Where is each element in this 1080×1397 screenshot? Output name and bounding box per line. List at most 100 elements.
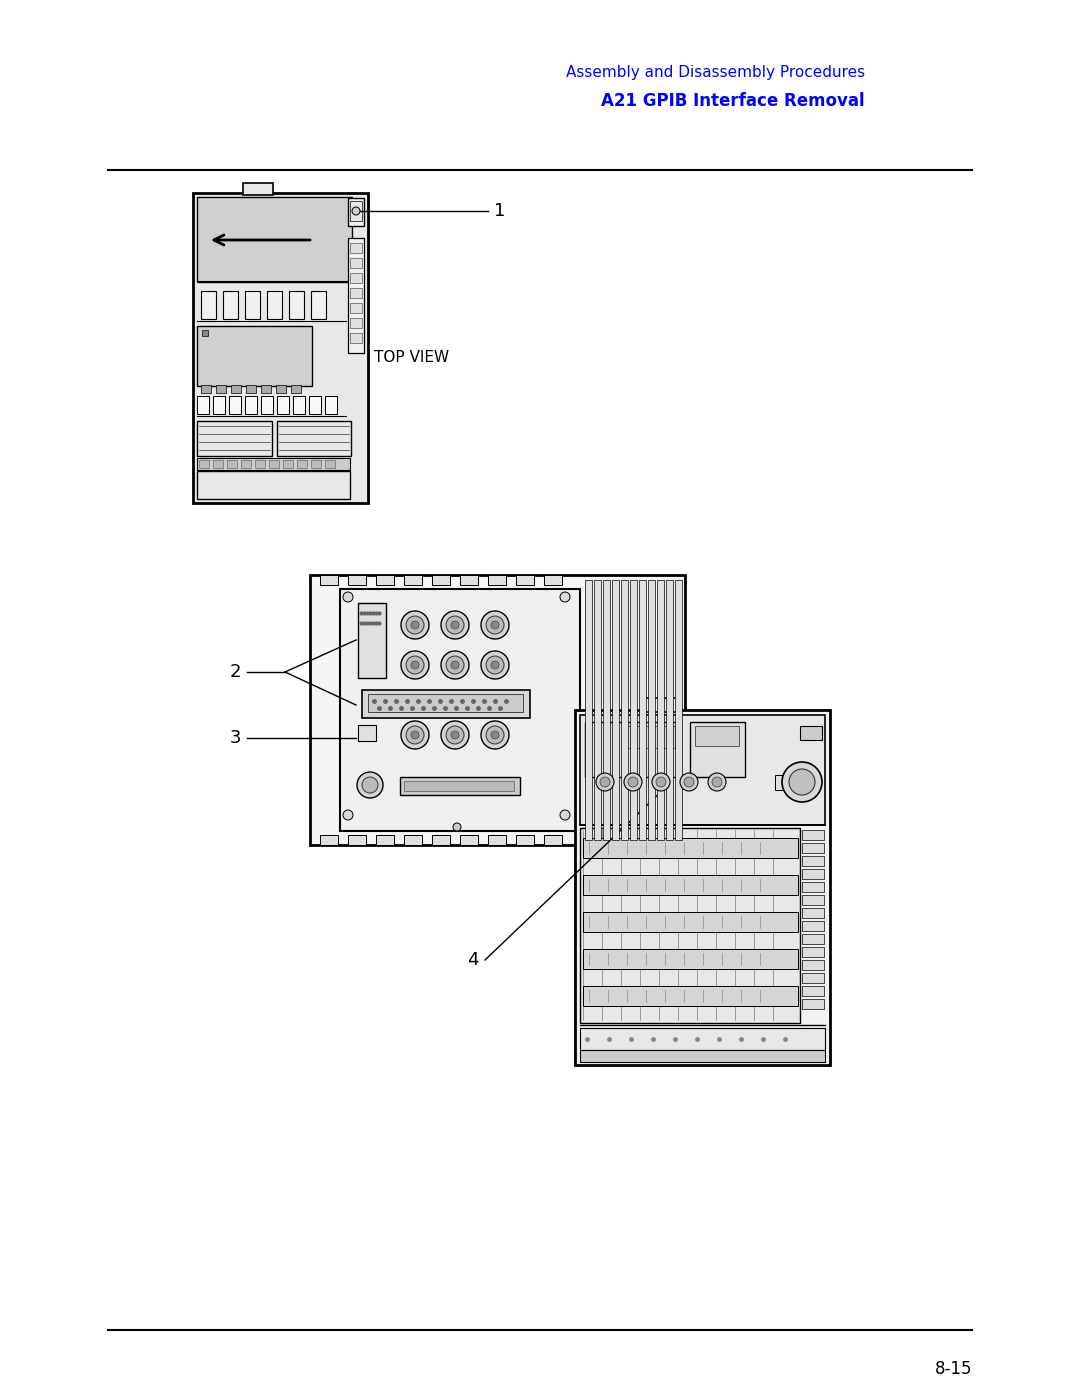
Bar (289, 291, 303, 319)
Bar (213, 395, 225, 414)
Bar (544, 835, 562, 845)
Bar (625, 726, 675, 747)
Bar (612, 580, 619, 840)
Bar (197, 395, 210, 414)
Bar (311, 460, 321, 468)
Bar (802, 882, 824, 893)
Bar (675, 580, 681, 840)
Bar (575, 710, 831, 1065)
Bar (544, 576, 562, 585)
Bar (802, 869, 824, 879)
Circle shape (600, 777, 610, 787)
Bar (197, 420, 272, 455)
Circle shape (441, 610, 469, 638)
Circle shape (343, 592, 353, 602)
Bar (350, 258, 362, 268)
Text: 3: 3 (229, 729, 241, 747)
Circle shape (446, 657, 464, 673)
Bar (404, 781, 514, 791)
Text: 2: 2 (229, 664, 241, 680)
Bar (580, 715, 825, 826)
Bar (696, 726, 739, 746)
Bar (802, 999, 824, 1009)
Bar (197, 197, 352, 282)
Bar (516, 576, 534, 585)
Circle shape (652, 773, 670, 791)
Circle shape (451, 661, 459, 669)
Bar (267, 291, 282, 319)
Bar (350, 243, 362, 253)
Bar (201, 291, 216, 319)
Bar (488, 576, 507, 585)
Bar (261, 386, 271, 393)
Bar (400, 777, 519, 795)
Bar (231, 386, 241, 393)
Bar (802, 986, 824, 996)
Bar (376, 835, 394, 845)
Bar (802, 935, 824, 944)
Bar (657, 580, 664, 840)
Bar (311, 291, 326, 319)
Bar (350, 288, 362, 298)
Bar (216, 386, 226, 393)
Bar (320, 576, 338, 585)
Bar (261, 395, 273, 414)
Circle shape (491, 731, 499, 739)
Circle shape (684, 777, 694, 787)
Bar (310, 576, 685, 845)
Bar (585, 722, 680, 777)
Bar (432, 835, 450, 845)
Bar (348, 237, 364, 353)
Bar (246, 386, 256, 393)
Bar (197, 326, 312, 386)
Bar (583, 949, 798, 970)
Bar (690, 722, 745, 777)
Bar (603, 580, 610, 840)
Circle shape (343, 810, 353, 820)
Bar (325, 395, 337, 414)
Circle shape (406, 657, 424, 673)
Bar (802, 960, 824, 970)
Bar (241, 460, 251, 468)
Circle shape (627, 777, 638, 787)
Text: 8-15: 8-15 (934, 1361, 972, 1377)
Bar (583, 912, 798, 932)
Bar (583, 986, 798, 1006)
Circle shape (357, 773, 383, 798)
Bar (621, 580, 627, 840)
Circle shape (453, 823, 461, 831)
Circle shape (481, 651, 509, 679)
Bar (802, 856, 824, 866)
Circle shape (441, 651, 469, 679)
Bar (243, 183, 273, 196)
Circle shape (486, 616, 504, 634)
Text: TOP VIEW: TOP VIEW (374, 351, 449, 366)
Bar (348, 835, 366, 845)
Bar (309, 395, 321, 414)
Circle shape (680, 773, 698, 791)
Text: 4: 4 (468, 951, 480, 970)
Circle shape (561, 592, 570, 602)
Bar (201, 386, 211, 393)
Bar (276, 386, 286, 393)
Bar (802, 895, 824, 905)
Bar (583, 838, 798, 858)
Circle shape (481, 721, 509, 749)
Text: 1: 1 (494, 203, 505, 219)
Bar (585, 580, 592, 840)
Circle shape (441, 721, 469, 749)
Circle shape (561, 810, 570, 820)
Circle shape (624, 773, 642, 791)
Circle shape (789, 768, 815, 795)
Bar (276, 420, 351, 455)
Circle shape (481, 610, 509, 638)
Bar (432, 576, 450, 585)
Bar (325, 460, 335, 468)
Circle shape (401, 651, 429, 679)
Circle shape (486, 726, 504, 745)
Circle shape (656, 777, 666, 787)
Bar (222, 291, 238, 319)
Circle shape (451, 731, 459, 739)
Circle shape (352, 207, 360, 215)
Bar (488, 835, 507, 845)
